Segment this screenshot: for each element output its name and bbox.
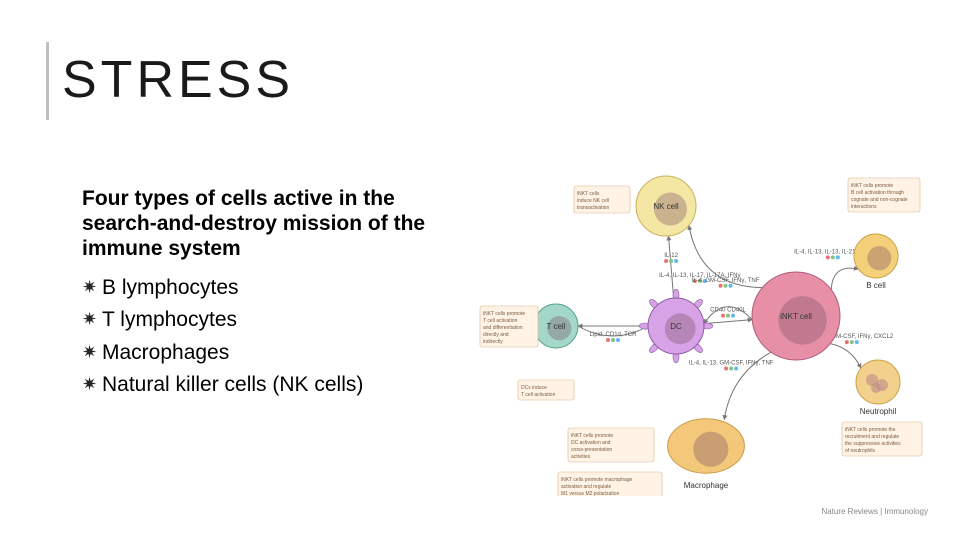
attribution-text: Nature Reviews | Immunology [821, 507, 928, 516]
bullet-star-icon: ✷ [82, 337, 102, 368]
edge-label: IL-4, GM-CSF, IFNγ, TNF [692, 278, 760, 284]
cell-node: Macrophage [668, 419, 745, 490]
annotation-text: DCs induce [521, 385, 547, 391]
cell-node-label: iNKT cell [780, 312, 812, 321]
diagram-svg: IL-12IL-4, IL-13, IL-17, IL-17A, IFNγCD4… [476, 146, 932, 496]
cell-node: B cell [854, 234, 898, 290]
annotation-text: and differentiation [483, 325, 523, 331]
cytokine-dot-icon [731, 314, 735, 318]
cytokine-dot-icon [831, 255, 835, 259]
annotation-text: cognate and non-cognate [851, 197, 908, 203]
annotation-text: activation and regulate [561, 484, 612, 490]
annotation-text: of neutrophils [845, 448, 876, 454]
annotation-text: iNKT cells [577, 191, 600, 197]
annotation-text: M1 versus M2 polarization [561, 491, 620, 496]
cell-node: Neutrophil [856, 360, 900, 416]
annotation-text: iNKT cells promote [851, 183, 893, 189]
cytokine-dot-icon [734, 367, 738, 371]
title-left-rule [46, 42, 49, 120]
list-item: ✷Macrophages [82, 337, 442, 370]
edge [830, 344, 861, 369]
edge-label: Lipid, CD1d, TCR [590, 332, 638, 338]
cytokine-dot-icon [836, 255, 840, 259]
cytokine-dot-icon [826, 255, 830, 259]
annotation-text: interactions [851, 204, 877, 210]
cytokine-dot-icon [606, 338, 610, 342]
annotation-text: T cell activation [521, 392, 556, 398]
annotation-text: B cell activation through [851, 190, 904, 196]
annotation-text: transactivation [577, 205, 609, 211]
cell-node-label: B cell [866, 281, 886, 290]
annotation-text: iNKT cells promote [483, 311, 525, 317]
cell-node-label: T cell [547, 322, 566, 331]
annotation-text: iNKT cells promote macrophage [561, 477, 633, 483]
list-item-label: B lymphocytes [102, 272, 239, 305]
annotation-text: activities [571, 454, 591, 460]
immune-network-diagram: IL-12IL-4, IL-13, IL-17, IL-17A, IFNγCD4… [476, 146, 932, 496]
annotation-text: iNKT cells promote [571, 433, 613, 439]
cytokine-dot-icon [726, 314, 730, 318]
edge-label: IL-12 [664, 253, 678, 259]
annotation-text: T cell activation [483, 318, 518, 324]
annotation-text: directly and [483, 332, 509, 338]
page-title: STRESS [62, 50, 294, 110]
annotation-text: iNKT cells promote the [845, 427, 896, 433]
cytokine-dot-icon [729, 367, 733, 371]
annotation-text: DC activation and [571, 440, 611, 446]
list-item: ✷B lymphocytes [82, 272, 442, 305]
cell-node: DC [639, 289, 713, 363]
annotation-text: induce NK cell [577, 198, 609, 204]
bullet-star-icon: ✷ [82, 369, 102, 400]
list-item-label: Natural killer cells (NK cells) [102, 369, 363, 402]
intro-paragraph: Four types of cells active in the search… [82, 186, 442, 262]
annotation-text: cross-presentation [571, 447, 612, 453]
cell-node-label: Macrophage [684, 481, 729, 490]
cytokine-dot-icon [674, 259, 678, 263]
cytokine-dot-icon [611, 338, 615, 342]
list-item-label: T lymphocytes [102, 304, 237, 337]
edge [668, 236, 673, 298]
annotation-text: the suppressive activities [845, 441, 901, 447]
cytokine-dot-icon [850, 340, 854, 344]
edge [831, 268, 858, 289]
cytokine-dot-icon [855, 340, 859, 344]
list-item: ✷T lymphocytes [82, 304, 442, 337]
cytokine-dot-icon [724, 367, 728, 371]
cell-node: iNKT cell [752, 272, 840, 360]
cell-node-label: Neutrophil [860, 407, 897, 416]
cytokine-dot-icon [719, 284, 723, 288]
edge-label: IL-4, IL-13, GM-CSF, IFNγ, TNF [689, 361, 774, 367]
cell-node: NK cell [636, 176, 696, 236]
cell-node-label: NK cell [653, 202, 679, 211]
annotation-text: recruitment and regulate [845, 434, 899, 440]
cell-type-list: ✷B lymphocytes✷T lymphocytes✷Macrophages… [82, 272, 442, 402]
list-item: ✷Natural killer cells (NK cells) [82, 369, 442, 402]
cell-node-label: DC [670, 322, 682, 331]
cell-node: T cell [534, 304, 578, 348]
edge [704, 320, 752, 324]
annotation-text: indirectly [483, 339, 503, 345]
cytokine-dot-icon [616, 338, 620, 342]
list-item-label: Macrophages [102, 337, 229, 370]
cytokine-dot-icon [729, 284, 733, 288]
cytokine-dot-icon [721, 314, 725, 318]
cytokine-dot-icon [669, 259, 673, 263]
cytokine-dot-icon [845, 340, 849, 344]
bullet-star-icon: ✷ [82, 272, 102, 303]
cytokine-dot-icon [664, 259, 668, 263]
bullet-star-icon: ✷ [82, 304, 102, 335]
body-text-column: Four types of cells active in the search… [82, 186, 442, 402]
cytokine-dot-icon [724, 284, 728, 288]
